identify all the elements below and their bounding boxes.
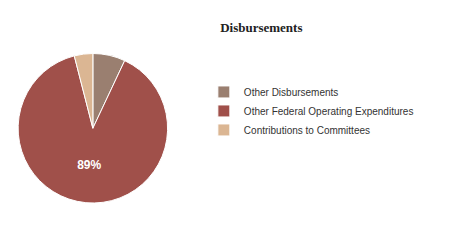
svg-text:Disbursements: Disbursements <box>220 20 302 35</box>
svg-text:Other Federal Operating Expend: Other Federal Operating Expenditures <box>244 106 414 117</box>
svg-text:Contributions to Committees: Contributions to Committees <box>244 125 370 136</box>
svg-text:Other Disbursements: Other Disbursements <box>244 87 338 98</box>
svg-text:89%: 89% <box>77 158 101 172</box>
